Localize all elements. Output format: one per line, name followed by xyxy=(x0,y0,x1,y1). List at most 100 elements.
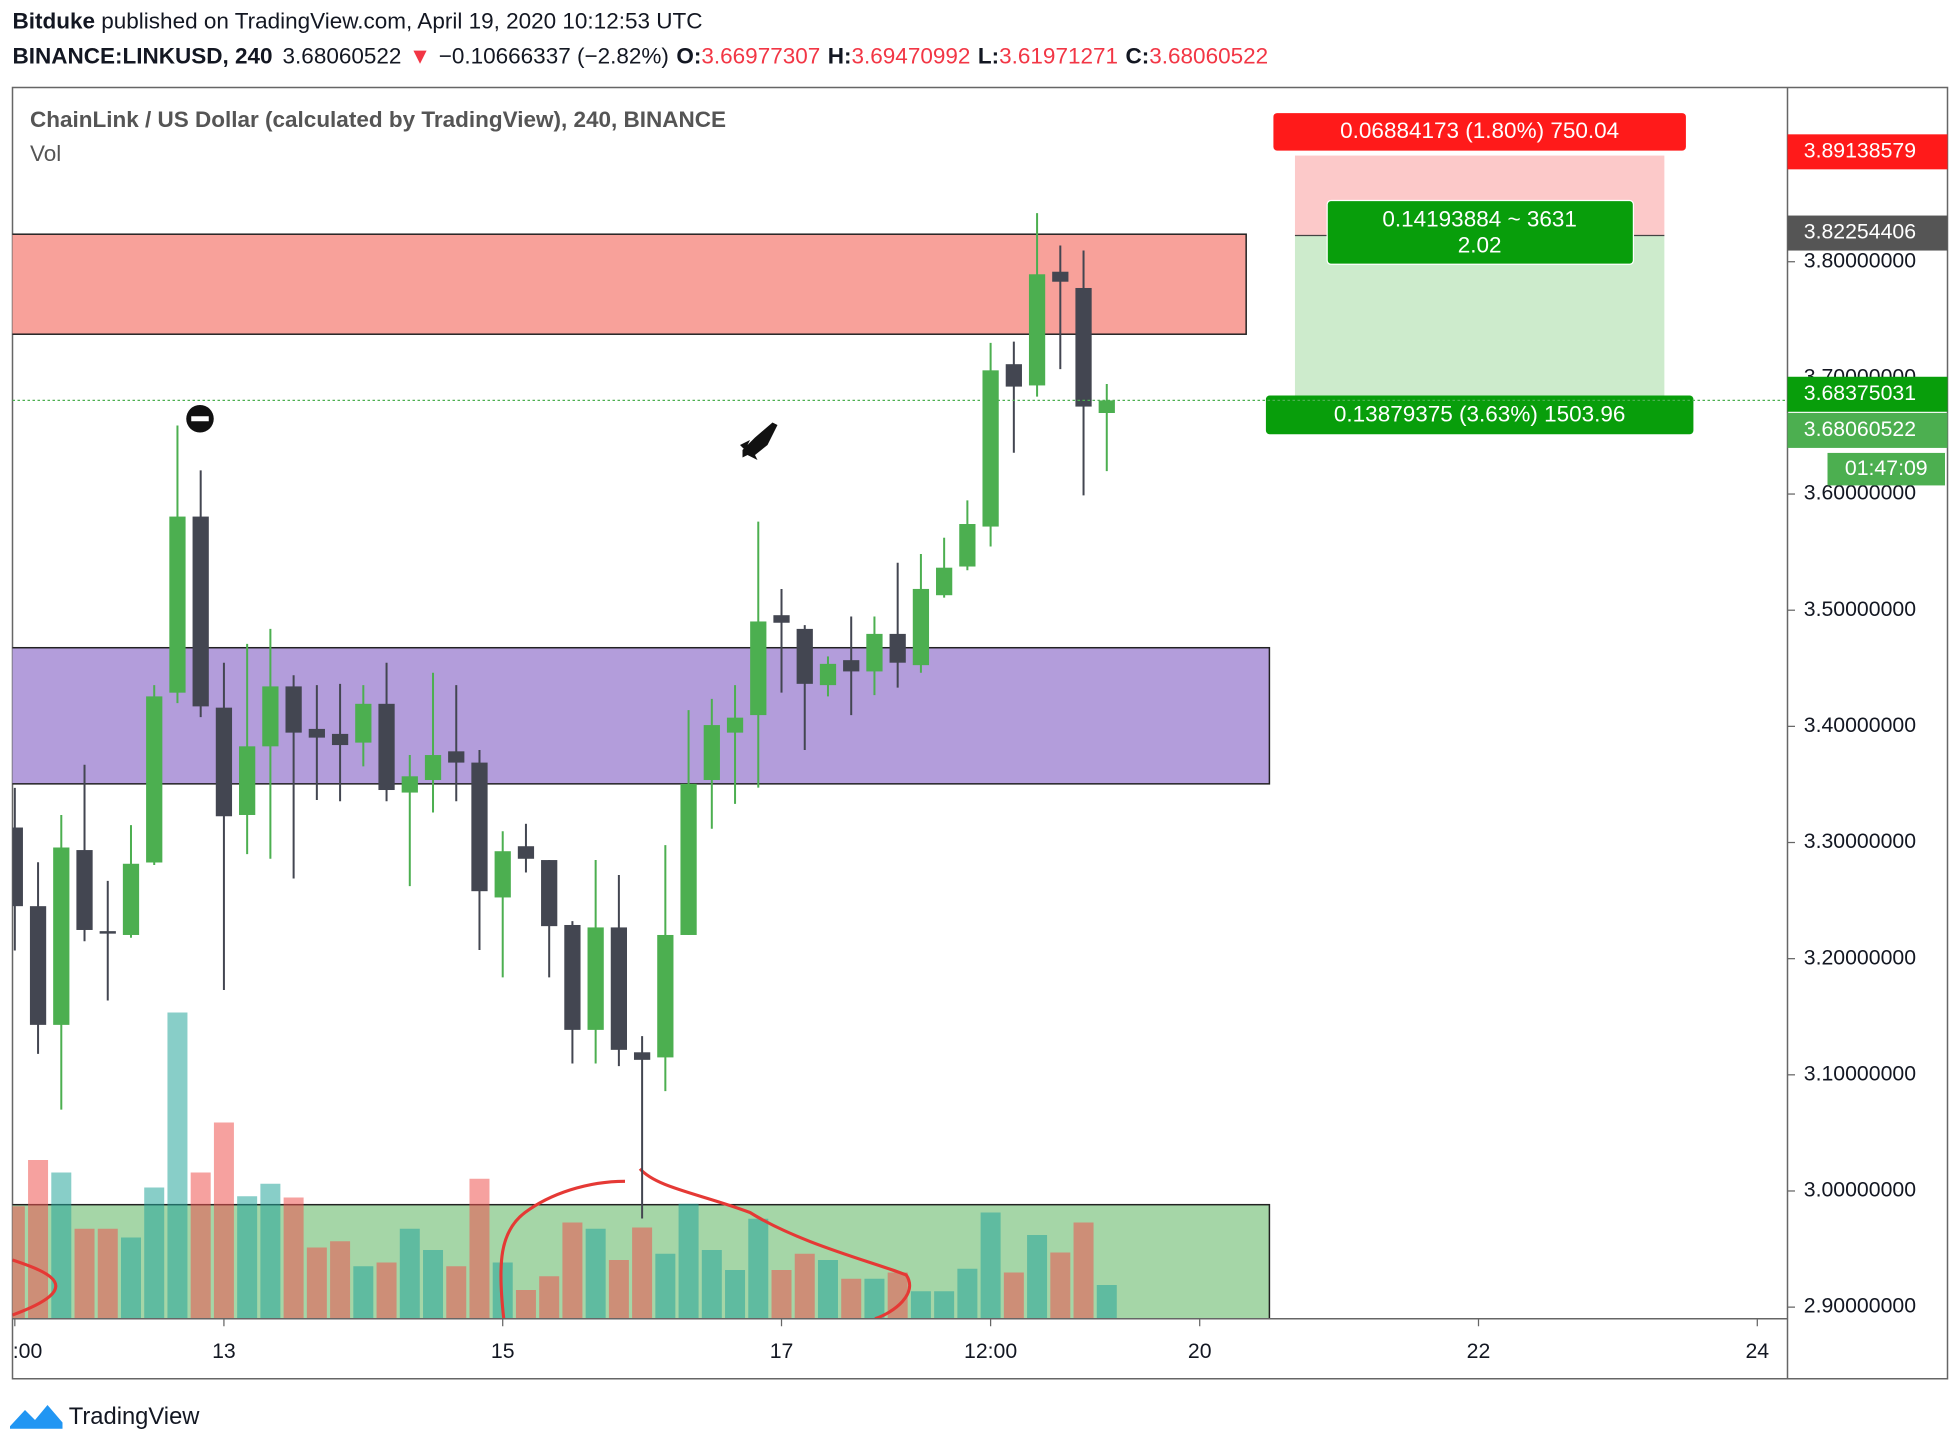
logo-icon xyxy=(10,1405,63,1429)
volume-bar xyxy=(864,1278,885,1319)
candle-body xyxy=(726,717,744,733)
y-tick-label: 3.10000000 xyxy=(1804,1061,1916,1085)
volume-profile xyxy=(499,1179,626,1319)
volume-bar xyxy=(934,1291,955,1319)
candle-body xyxy=(819,663,837,686)
volume-bar xyxy=(120,1237,141,1319)
x-tick-label: 17 xyxy=(770,1339,794,1363)
axes: 2.90000000 3.00000000 3.10000000 3.20000000… xyxy=(13,134,1948,1363)
countdown: 01:47:09 xyxy=(1845,456,1928,480)
volume-bar xyxy=(515,1290,536,1319)
candle-body xyxy=(1005,364,1022,387)
candle-body xyxy=(53,847,70,1025)
last-price-label: 3.68060522 xyxy=(1804,417,1916,441)
ohlc-value: 3.66977307 xyxy=(701,43,820,68)
volume-bar xyxy=(1003,1272,1024,1319)
volume-bar xyxy=(469,1178,490,1319)
candle-body xyxy=(424,755,442,781)
candle-body xyxy=(192,516,209,707)
volume-bar xyxy=(167,1012,188,1319)
stop-price-label: 3.89138579 xyxy=(1804,138,1916,162)
volume-bar xyxy=(423,1250,444,1319)
legend-title: ChainLink / US Dollar (calculated by Tra… xyxy=(30,107,726,132)
candle-body xyxy=(912,588,930,666)
volume-bar xyxy=(376,1262,397,1319)
candle-body xyxy=(122,863,140,935)
x-tick-label: 20 xyxy=(1188,1339,1212,1363)
candle-body xyxy=(633,1052,651,1060)
volume-bar xyxy=(51,1172,72,1319)
candle-body xyxy=(355,703,372,743)
ohlc-value: 3.61971271 xyxy=(999,43,1118,68)
candle-body xyxy=(308,728,325,738)
stop-price-label-box xyxy=(1787,134,1948,170)
plot xyxy=(12,155,1665,1319)
x-tick-label: 22 xyxy=(1467,1339,1491,1363)
volume-bar xyxy=(97,1228,118,1319)
volume-bar xyxy=(446,1266,467,1319)
candle-body xyxy=(564,924,581,1030)
candle-body xyxy=(517,846,535,859)
volume-bar xyxy=(260,1183,281,1319)
candle-body xyxy=(285,686,302,733)
ohlc-label: O: xyxy=(676,43,701,68)
logo: TradingView xyxy=(10,1403,200,1430)
candle-body xyxy=(610,927,628,1050)
volume-bar xyxy=(678,1203,699,1319)
change: −0.10666337 (−2.82%) xyxy=(439,43,669,68)
last-price: 3.68060522 xyxy=(283,43,402,68)
volume-bar xyxy=(701,1250,722,1319)
volume-bar xyxy=(910,1291,931,1319)
open-label: 2.02 xyxy=(1458,233,1502,258)
icon-marker xyxy=(191,416,209,422)
target-label: 0.13879375 (3.63%) 1503.96 xyxy=(1334,401,1625,426)
candle-body xyxy=(1098,400,1115,413)
y-tick-label: 3.20000000 xyxy=(1804,945,1916,969)
candle-body xyxy=(29,906,47,1025)
candle-body xyxy=(1028,274,1046,386)
volume-bar xyxy=(1096,1285,1117,1319)
ohlc-label: H: xyxy=(828,43,852,68)
candle-body xyxy=(99,931,116,934)
x-tick-label: 24 xyxy=(1745,1339,1769,1363)
volume-bar xyxy=(562,1222,583,1319)
volume-bar xyxy=(399,1228,420,1319)
volume-bar xyxy=(585,1228,606,1319)
target-price-label: 3.68375031 xyxy=(1804,381,1916,405)
volume-bar xyxy=(794,1253,815,1319)
volume-bar xyxy=(213,1122,234,1319)
candle-body xyxy=(471,762,488,892)
y-tick-label: 2.90000000 xyxy=(1804,1294,1916,1318)
candle-body xyxy=(703,725,720,781)
y-tick-label: 3.00000000 xyxy=(1804,1178,1916,1202)
open-label: 0.14193884 ~ 3631 xyxy=(1382,206,1577,231)
candle-body xyxy=(215,707,233,817)
volume-bar xyxy=(306,1247,327,1319)
candle-body xyxy=(494,851,511,898)
volume-bar xyxy=(237,1196,258,1319)
target-label-box xyxy=(1265,395,1694,435)
volume-bar xyxy=(748,1218,769,1319)
x-tick-label: 13 xyxy=(212,1339,236,1363)
volume-bar xyxy=(1050,1252,1071,1319)
candle-body xyxy=(239,746,256,815)
candle-body xyxy=(76,850,93,930)
candle-body xyxy=(401,776,418,793)
open-label-box xyxy=(1326,199,1635,265)
candle-body xyxy=(331,733,349,746)
candle-body xyxy=(936,567,953,596)
brand: TradingView xyxy=(69,1403,201,1430)
volume-bar xyxy=(817,1260,838,1319)
volume-bar xyxy=(771,1270,792,1319)
volume-profile xyxy=(12,1258,58,1317)
countdown-box xyxy=(1827,452,1945,486)
x-tick-label: 15 xyxy=(491,1339,515,1363)
legend-volume: Vol xyxy=(30,141,61,166)
ohlc-label: C: xyxy=(1126,43,1150,68)
volume-bar xyxy=(353,1266,374,1319)
volume-bar xyxy=(28,1160,49,1319)
candle-body xyxy=(750,621,767,716)
entry-price-label: 3.82254406 xyxy=(1804,220,1916,244)
candle-body xyxy=(866,633,883,672)
candle-body xyxy=(982,370,999,527)
